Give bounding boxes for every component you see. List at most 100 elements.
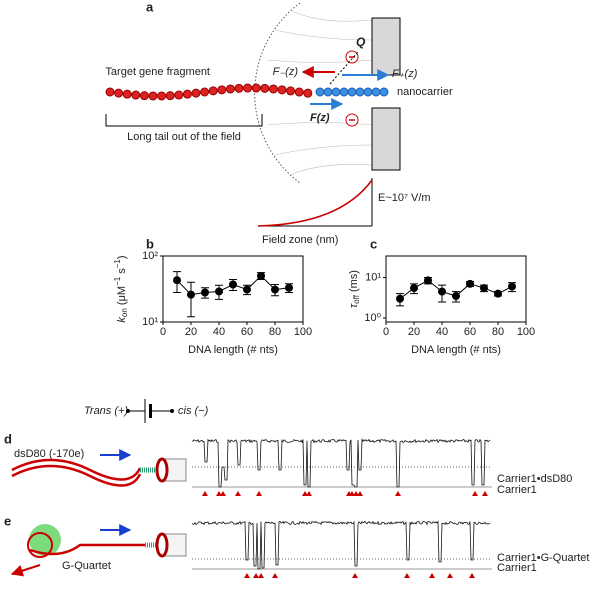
molecule-label: G-Quartet	[62, 560, 111, 572]
bead	[114, 88, 124, 98]
bead	[208, 86, 218, 96]
bead	[122, 89, 132, 99]
level-label: Carrier1	[497, 484, 537, 496]
battery: Trans (+) cis (−)	[84, 399, 209, 423]
point	[508, 282, 516, 291]
event-marker	[352, 573, 358, 578]
panel-label: c	[370, 236, 377, 251]
event-marker	[253, 573, 259, 578]
x-tick-label: 80	[269, 326, 281, 338]
panel-e: e G-Quartet Carrier1•G-Quartet Carrier1	[4, 513, 590, 577]
bead	[268, 84, 278, 94]
x-tick-label: 100	[517, 326, 535, 338]
panel-b: b kon (μM−1 s−1)	[113, 236, 154, 322]
y-tick-label: 10¹	[365, 271, 381, 283]
point	[452, 292, 460, 301]
bead	[315, 87, 325, 97]
point	[243, 285, 251, 294]
q-label: Q	[356, 35, 366, 49]
force-label: F₋(z)	[273, 66, 299, 78]
bead	[182, 89, 192, 99]
event-marker	[469, 573, 475, 578]
event-marker	[353, 491, 359, 496]
plot-frame	[385, 255, 527, 323]
bead	[105, 87, 115, 97]
point	[494, 289, 502, 298]
bead	[157, 91, 167, 101]
field-curve	[257, 179, 373, 227]
point	[201, 288, 209, 297]
bead	[379, 87, 389, 97]
y-tick-label: 10²	[142, 250, 158, 262]
point	[410, 284, 418, 293]
plot-frame	[162, 255, 304, 323]
point	[215, 287, 223, 296]
bracket	[105, 114, 263, 127]
bead	[165, 91, 175, 101]
bead	[339, 87, 349, 97]
current-trace	[191, 520, 491, 570]
bead	[260, 83, 270, 93]
bead	[131, 90, 141, 100]
tail-label: Long tail out of the field	[127, 131, 241, 143]
x-tick-label: 0	[383, 326, 389, 338]
force-label: F(z)	[310, 112, 330, 124]
event-marker	[256, 491, 262, 496]
event-marker	[447, 573, 453, 578]
event-marker	[258, 573, 264, 578]
pore-wall	[371, 17, 401, 76]
x-tick-label: 20	[185, 326, 197, 338]
event-marker	[220, 491, 226, 496]
y-tick-label: 10¹	[142, 316, 158, 328]
force-label: F₊(z)	[392, 68, 418, 80]
x-tick-label: 80	[492, 326, 504, 338]
event-marker	[202, 491, 208, 496]
point	[187, 290, 195, 299]
carrier-label: nanocarrier	[397, 86, 453, 98]
y-axis-label: τoff (ms)	[348, 270, 361, 308]
panel-a: a Q F₋(z) Target gene fragment F₊(z) nan…	[105, 0, 453, 246]
point	[438, 287, 446, 296]
level-label: Carrier1•G-Quartet	[497, 552, 590, 564]
trans-label: Trans (+)	[84, 405, 128, 417]
dashed-line	[329, 51, 359, 85]
panel-c: c τoff (ms)	[348, 236, 377, 308]
cis-label: cis (−)	[178, 405, 209, 417]
panel-label: a	[146, 0, 154, 14]
bead	[174, 90, 184, 100]
point	[466, 279, 474, 288]
x-tick-label: 60	[464, 326, 476, 338]
bead	[323, 87, 333, 97]
x-tick-label: 20	[408, 326, 420, 338]
event-marker	[357, 491, 363, 496]
bead	[294, 87, 304, 97]
y-tick-label: 10⁰	[364, 312, 381, 324]
field-boundary	[254, 2, 301, 184]
x-tick-label: 40	[436, 326, 448, 338]
x-axis-label: DNA length (# nts)	[411, 344, 501, 356]
error-bar	[187, 281, 195, 318]
level-label: Carrier1•dsD80	[497, 473, 572, 485]
point	[285, 283, 293, 292]
bead	[303, 88, 313, 98]
field-label: E~10⁷ V/m	[378, 192, 431, 204]
x-tick-label: 0	[160, 326, 166, 338]
bead	[251, 83, 261, 93]
pore-wall	[371, 107, 401, 171]
event-marker	[235, 491, 241, 496]
event-marker	[302, 491, 308, 496]
bead	[191, 88, 201, 98]
bead	[363, 87, 373, 97]
point	[271, 285, 279, 294]
point	[480, 284, 488, 293]
event-marker	[244, 573, 250, 578]
bead	[347, 87, 357, 97]
x-axis-label: DNA length (# nts)	[188, 344, 278, 356]
x-tick-label: 40	[213, 326, 225, 338]
bead-chain	[105, 83, 389, 101]
point	[229, 280, 237, 289]
bead	[355, 87, 365, 97]
panel-label: d	[4, 431, 12, 446]
panel-label: b	[146, 236, 154, 251]
